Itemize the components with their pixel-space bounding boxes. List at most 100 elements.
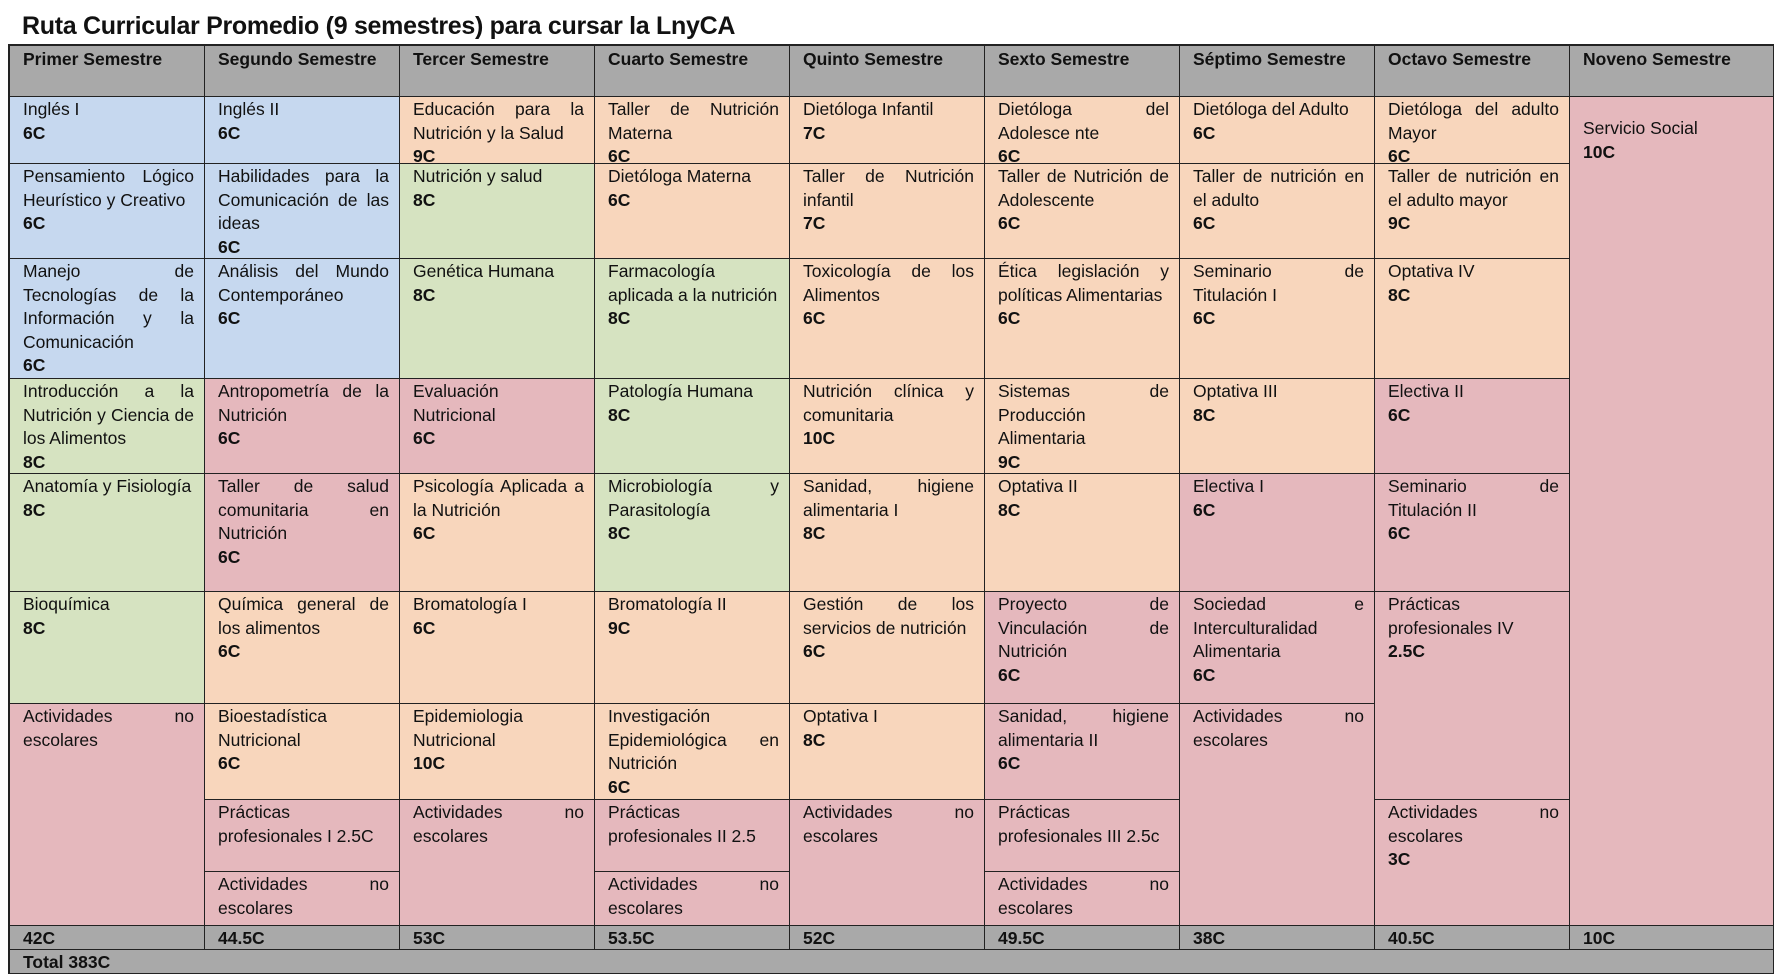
- course-cell: Psicología Aplicada a la Nutrición 6C: [400, 474, 595, 592]
- course-name: Educación para la Nutrición y la Salud: [413, 99, 584, 143]
- course-cell: Taller de Nutrición Materna 6C: [595, 97, 790, 164]
- course-name: Optativa IV: [1388, 261, 1475, 281]
- course-cell: Ética legislación y políticas Alimentari…: [985, 259, 1180, 379]
- course-name: Prácticas profesionales IV: [1388, 594, 1514, 638]
- course-cell: Pensamiento Lógico Heurístico y Creativo…: [10, 164, 205, 259]
- course-cell: Optativa III 8C: [1180, 379, 1375, 474]
- course-name: Actividades no escolares: [803, 802, 974, 846]
- course-credits: 6C: [218, 546, 241, 567]
- course-name: Patología Humana: [608, 381, 753, 401]
- semester-header: Quinto Semestre: [790, 46, 985, 97]
- course-cell: Sistemas de Producción Alimentaria 9C: [985, 379, 1180, 474]
- course-credits: 6C: [218, 428, 241, 448]
- course-name: Pensamiento Lógico Heurístico y Creativo: [23, 166, 194, 210]
- course-cell: Bromatología II 9C: [595, 592, 790, 704]
- course-cell: Bioestadística Nutricional 6C: [205, 704, 400, 800]
- course-credits: 7C: [803, 122, 826, 143]
- course-credits: 6C: [998, 146, 1021, 164]
- curriculum-table: Primer Semestre Segundo Semestre Tercer Se…: [8, 44, 1774, 974]
- course-cell: Actividades no escolares: [400, 800, 595, 926]
- grand-total: Total 383C: [10, 950, 1774, 974]
- course-name: Actividades no escolares: [1388, 802, 1559, 846]
- course-name: Introducción a la Nutrición y Ciencia de…: [23, 381, 194, 448]
- course-credits: 8C: [608, 404, 631, 425]
- course-name: Evaluación Nutricional: [413, 381, 499, 425]
- course-credits: 6C: [1388, 404, 1411, 425]
- semester-header: Tercer Semestre: [400, 46, 595, 97]
- semester-header: Noveno Semestre: [1570, 46, 1774, 97]
- course-name: Farmacología aplicada a la nutrición: [608, 261, 778, 305]
- course-credits: 6C: [608, 146, 631, 164]
- course-credits: 6C: [1193, 664, 1216, 685]
- course-name: Antropometría de la Nutrición: [218, 381, 389, 425]
- course-name: Genética Humana: [413, 261, 555, 281]
- course-name: Bromatología II: [608, 594, 727, 614]
- course-name: Taller de salud comunitaria en Nutrición: [218, 476, 389, 543]
- course-credits: 6C: [1193, 213, 1216, 233]
- course-credits: 8C: [23, 451, 46, 472]
- course-credits: 6C: [218, 308, 241, 328]
- course-name: Nutrición clínica y comunitaria: [803, 381, 974, 425]
- course-cell: Optativa II 8C: [985, 474, 1180, 592]
- course-credits: 6C: [413, 428, 436, 448]
- course-name: Electiva II: [1388, 381, 1464, 401]
- course-cell: Dietóloga Infantil 7C: [790, 97, 985, 164]
- semester-total: 53C: [400, 926, 595, 950]
- course-credits: 6C: [1388, 523, 1411, 543]
- course-cell: Electiva II 6C: [1375, 379, 1570, 474]
- course-cell: Sanidad, higiene alimentaria I 8C: [790, 474, 985, 592]
- course-credits: 6C: [218, 122, 241, 143]
- course-cell: Anatomía y Fisiología 8C: [10, 474, 205, 592]
- course-name: Anatomía y Fisiología: [23, 476, 192, 496]
- course-name: Dietóloga Materna: [608, 166, 751, 186]
- course-cell: Taller de Nutrición de Adolescente 6C: [985, 164, 1180, 259]
- course-name: Investigación Epidemiológica en Nutrició…: [608, 706, 779, 773]
- course-credits: 10C: [413, 753, 446, 773]
- course-credits: 8C: [23, 617, 46, 638]
- course-name: Química general de los alimentos: [218, 594, 389, 638]
- semester-total: 40.5C: [1375, 926, 1570, 950]
- course-credits: 8C: [803, 523, 826, 543]
- course-cell: Taller de Nutrición infantil 7C: [790, 164, 985, 259]
- course-name: Manejo de Tecnologías de la Información …: [23, 261, 194, 352]
- course-name: Microbiología y Parasitología: [608, 476, 779, 520]
- course-credits: 6C: [23, 213, 46, 233]
- course-cell: Taller de nutrición en el adulto 6C: [1180, 164, 1375, 259]
- course-credits: 6C: [608, 189, 631, 210]
- course-cell: Microbiología y Parasitología 8C: [595, 474, 790, 592]
- course-cell: Antropometría de la Nutrición 6C: [205, 379, 400, 474]
- course-cell: Habilidades para la Comunicación de las …: [205, 164, 400, 259]
- course-name: Psicología Aplicada a la Nutrición: [413, 476, 584, 520]
- course-cell: Inglés I 6C: [10, 97, 205, 164]
- course-cell: Taller de nutrición en el adulto mayor 9C: [1375, 164, 1570, 259]
- course-credits: 8C: [1388, 284, 1411, 305]
- course-credits: 6C: [608, 776, 631, 797]
- course-name: Optativa III: [1193, 381, 1278, 401]
- course-credits: 6C: [803, 641, 826, 661]
- course-cell: Actividades no escolares: [1180, 704, 1375, 926]
- semester-total: 42C: [10, 926, 205, 950]
- semester-total: 38C: [1180, 926, 1375, 950]
- course-cell: Evaluación Nutricional 6C: [400, 379, 595, 474]
- course-cell: Sociedad e Interculturalidad Alimentaria…: [1180, 592, 1375, 704]
- course-credits: 6C: [998, 213, 1021, 233]
- semester-total: 53.5C: [595, 926, 790, 950]
- course-name: Prácticas profesionales II 2.5: [608, 802, 756, 846]
- course-cell: Seminario de Titulación II 6C: [1375, 474, 1570, 592]
- course-credits: 6C: [998, 308, 1021, 328]
- course-name: Actividades no escolares: [1193, 706, 1364, 750]
- course-credits: 8C: [608, 308, 631, 328]
- course-cell: Actividades no escolares: [985, 872, 1180, 926]
- course-credits: 9C: [1388, 213, 1411, 233]
- course-credits: 7C: [803, 213, 826, 233]
- course-cell: Prácticas profesionales II 2.5: [595, 800, 790, 872]
- course-cell: Dietóloga del Adulto 6C: [1180, 97, 1375, 164]
- course-name: Sanidad, higiene alimentaria I: [803, 476, 974, 520]
- course-name: Gestión de los servicios de nutrición: [803, 594, 974, 638]
- course-credits: 8C: [998, 499, 1021, 520]
- course-name: Optativa I: [803, 706, 878, 726]
- course-cell: Investigación Epidemiológica en Nutrició…: [595, 704, 790, 800]
- course-name: Bioquímica: [23, 594, 110, 614]
- course-cell: Patología Humana 8C: [595, 379, 790, 474]
- course-cell: Prácticas profesionales IV 2.5C: [1375, 592, 1570, 800]
